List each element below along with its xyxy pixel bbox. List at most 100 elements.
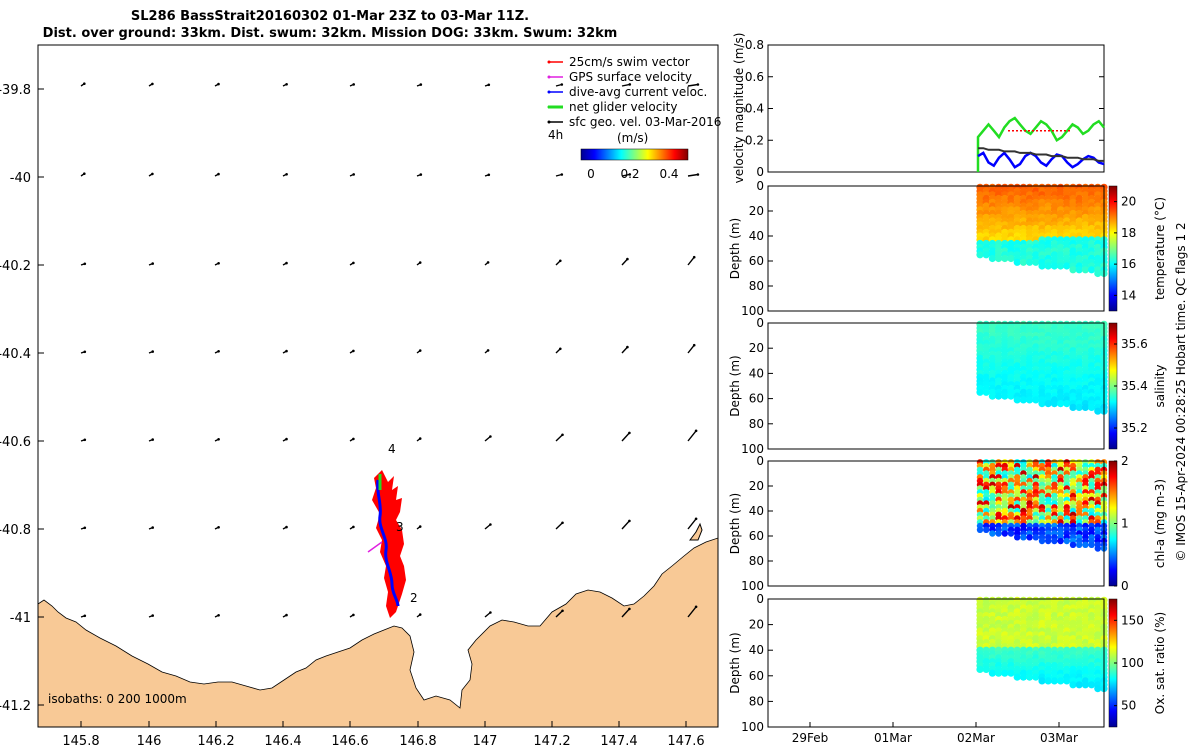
current-arrow-head — [418, 261, 422, 264]
section-sample — [1032, 396, 1040, 404]
section-sample — [983, 526, 990, 533]
map-y-tick-label: -39.8 — [0, 83, 31, 98]
colorbar-tick-2: 0.4 — [659, 167, 678, 181]
current-arrow-head — [352, 83, 356, 86]
colorbar-tick-label: 35.2 — [1121, 421, 1148, 435]
section-panel-3: 0 20 40 60 80 100 Depth (m) 0 1 2 chl-a (mg m-3) — [728, 454, 1167, 593]
section-sample — [1013, 396, 1021, 404]
current-arrow-head — [626, 257, 629, 261]
section-sample — [1057, 400, 1065, 408]
dive-avg-track — [376, 479, 400, 607]
section-sample — [1094, 407, 1102, 415]
colorbar-tick-label: 2 — [1121, 454, 1129, 468]
section-sample — [1069, 266, 1077, 274]
track-label-4: 4 — [388, 442, 396, 456]
current-arrow — [621, 173, 630, 177]
map-x-ticks: 145.8 146 146.2 146.4 146.6 146.8 147 147.2 147.… — [62, 721, 705, 749]
section-sample — [982, 251, 990, 259]
colorbar-label: chl-a (mg m-3) — [1153, 479, 1167, 568]
current-arrow-head — [489, 435, 492, 438]
section-sample — [1075, 681, 1083, 689]
legend-label: 25cm/s swim vector — [569, 55, 690, 69]
section-sample — [1051, 537, 1058, 545]
current-arrow-head — [151, 262, 154, 265]
section-colorbar — [1108, 185, 1118, 312]
section-sample — [1075, 403, 1083, 411]
section-sample — [1063, 537, 1071, 545]
current-arrow — [687, 173, 699, 177]
velocity-ylabel: velocity magnitude (m/s) — [732, 33, 746, 184]
velocity-y-tick-label: 0.6 — [745, 70, 764, 84]
section-axes — [767, 322, 1105, 450]
legend-label: dive-avg current veloc. — [569, 85, 707, 99]
colorbar-tick-label: 20 — [1121, 195, 1136, 209]
current-arrow-head — [486, 349, 490, 352]
velocity-y-tick-label: 0.2 — [745, 133, 764, 147]
section-sample — [1063, 677, 1071, 685]
section-sample — [988, 392, 997, 400]
current-arrow — [555, 522, 563, 530]
map-y-tick-label: -40.4 — [0, 347, 31, 362]
map-x-tick-label: 146.2 — [197, 734, 234, 749]
depth-tick-label: 60 — [749, 254, 764, 268]
velocity-series-line — [976, 116, 1105, 172]
section-sample — [1057, 677, 1065, 685]
map-x-tick-label: 147.2 — [533, 734, 570, 749]
colorbar-tick-label: 35.4 — [1121, 379, 1148, 393]
map-x-tick-label: 146.4 — [264, 734, 301, 749]
current-arrow-head — [560, 173, 564, 176]
section-sample — [1063, 262, 1071, 270]
section-data-field — [976, 596, 1108, 693]
current-arrow-head — [559, 347, 562, 351]
time-tick-label: 01Mar — [874, 731, 912, 745]
current-arrow — [687, 256, 695, 266]
current-arrow — [621, 258, 628, 266]
colorbar-tick-label: 16 — [1121, 257, 1136, 271]
legend-swatch-head — [547, 60, 551, 64]
land-island — [689, 522, 703, 541]
current-arrow-head — [217, 350, 220, 353]
current-arrow — [621, 83, 630, 87]
section-ylabel: Depth (m) — [728, 218, 742, 279]
current-arrow-head — [151, 350, 154, 353]
current-arrow-head — [418, 613, 422, 616]
section-sample — [1020, 534, 1027, 541]
section-data-field — [976, 183, 1108, 278]
current-arrow-head — [352, 525, 355, 529]
map-y-tick-label: -40.2 — [0, 259, 31, 274]
depth-tick-label: 40 — [749, 643, 764, 657]
current-arrow-head — [561, 521, 564, 525]
velocity-axes — [767, 44, 1105, 173]
section-sample — [988, 254, 997, 263]
current-arrow-head — [217, 438, 220, 441]
time-tick-label: 02Mar — [957, 731, 995, 745]
map-panel: 145.8 146 146.2 146.4 146.6 146.8 147 147.2 147.… — [0, 44, 721, 749]
section-sample — [1001, 669, 1009, 677]
current-arrow-head — [352, 173, 356, 176]
track-label-2: 2 — [410, 591, 418, 605]
current-arrow-head — [418, 525, 422, 528]
section-sample — [1019, 673, 1027, 681]
current-arrow-head — [285, 525, 288, 529]
colorbar-tick-label: 1 — [1121, 517, 1129, 531]
section-sample — [1081, 681, 1089, 689]
current-arrows — [80, 82, 700, 618]
depth-tick-label: 100 — [741, 720, 764, 734]
legend-label: GPS surface velocity — [569, 70, 692, 84]
colorbar-tick-label: 35.6 — [1121, 337, 1148, 351]
section-axes — [767, 598, 1105, 728]
colorbar-tick-label: 100 — [1121, 656, 1144, 670]
section-sample — [1038, 537, 1046, 545]
current-arrow-head — [352, 613, 355, 617]
map-y-tick-label: -41 — [10, 611, 31, 626]
depth-tick-label: 80 — [749, 694, 764, 708]
current-arrow-head — [151, 172, 154, 176]
current-arrow-head — [560, 83, 564, 86]
section-sample — [976, 526, 984, 533]
section-axes — [767, 185, 1105, 312]
velocity-series-line — [978, 147, 1104, 162]
depth-tick-label: 20 — [749, 618, 764, 632]
section-sample — [1019, 396, 1027, 404]
section-sample — [1069, 681, 1077, 689]
current-arrow-head — [696, 83, 700, 86]
